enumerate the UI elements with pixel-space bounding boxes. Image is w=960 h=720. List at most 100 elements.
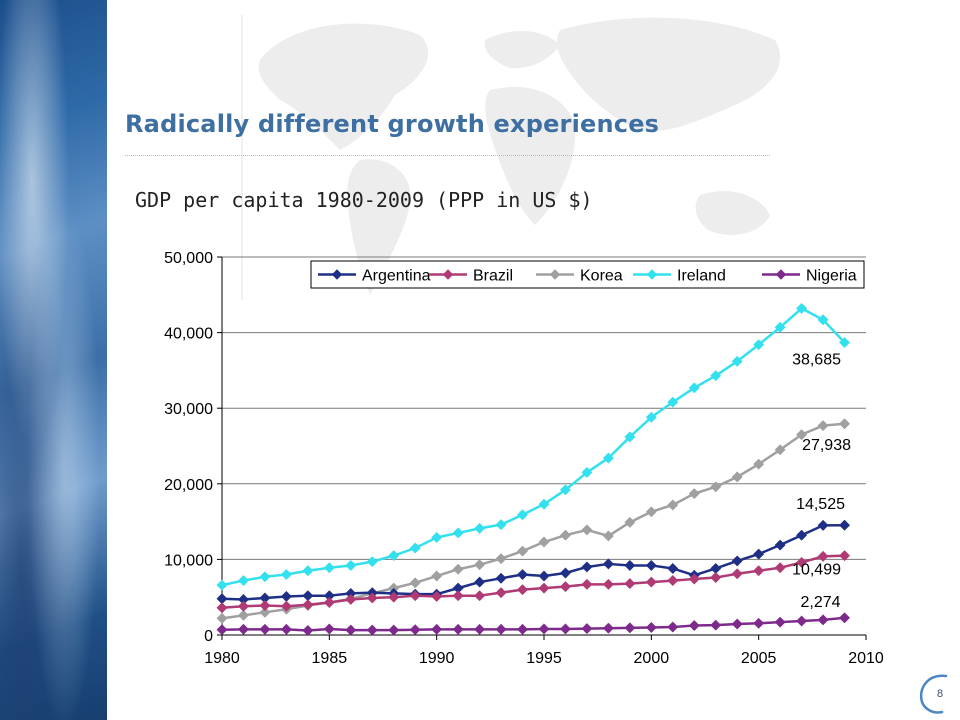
data-point [774,444,786,456]
page-number: 8 [936,688,944,700]
end-value-label: 2,274 [801,594,841,611]
data-point [323,596,335,609]
series-line [221,307,846,587]
data-point [581,623,593,635]
series-line [221,616,845,632]
data-point [602,452,614,464]
data-point [838,550,851,562]
data-point [774,539,786,551]
page-swoosh-icon [919,674,948,714]
data-point [452,527,464,539]
data-point [474,623,486,635]
legend-item-ireland: Ireland [633,268,726,285]
y-tick-label: 10,000 [164,552,213,569]
data-point [645,411,657,423]
data-point [345,559,357,572]
data-point [581,561,593,573]
x-tick-label: 2010 [848,650,884,667]
data-point [796,556,808,568]
data-point [216,602,228,614]
data-point [817,614,829,626]
gridlines [222,256,866,560]
data-point [516,623,529,635]
legend-swatch-marker [442,269,454,280]
data-point [731,355,743,367]
data-point [280,600,292,612]
data-point [302,599,314,611]
data-point [452,623,464,635]
data-point [645,506,657,518]
data-point [431,590,443,602]
data-point [474,576,486,588]
series-nigeria [216,612,851,637]
axes: 0 10,000 20,000 30,000 40,000 50,000 1980 1985 1… [164,250,884,667]
data-point [710,619,722,631]
data-point [474,559,486,571]
end-value-label: 10,499 [792,562,841,579]
data-point [259,571,271,583]
legend: Argentina Brazil Korea Ireland Nigeria [310,260,865,289]
data-point [667,396,679,408]
data-point [559,484,572,496]
data-point [388,550,400,562]
slide-title: Radically different growth experiences [125,110,660,138]
legend-swatch-marker [646,269,658,280]
data-point [516,545,529,557]
data-point [366,624,378,636]
data-point [817,550,829,562]
data-point [388,591,400,603]
series-line [221,554,845,610]
data-point [237,609,250,621]
data-point [796,302,808,314]
data-point [366,592,378,604]
data-point [796,429,808,441]
data-point [624,578,636,590]
end-value-label: 38,685 [792,352,841,369]
data-point [452,563,464,575]
data-point [495,553,507,565]
data-point [559,581,572,593]
data-point [280,590,292,602]
data-point [409,590,421,602]
x-tick-label: 1985 [312,650,348,667]
data-point [731,568,743,580]
legend-item-nigeria: Nigeria [762,268,857,285]
data-point [581,578,593,590]
data-point [345,593,357,606]
data-point [624,431,636,443]
data-point [259,599,271,612]
data-point [216,624,228,636]
data-point [667,575,679,587]
data-point [753,565,765,577]
data-point [731,618,743,630]
data-point [581,524,593,536]
y-tick-label: 30,000 [164,401,213,418]
legend-swatch-marker [549,269,561,280]
data-point [259,623,271,635]
x-tick-label: 1990 [419,650,455,667]
legend-label: Ireland [677,268,726,285]
data-point [516,509,529,521]
end-value-label: 27,938 [802,437,851,454]
data-point [624,559,636,572]
data-point [753,339,765,351]
data-point [602,578,614,590]
data-point [710,481,722,493]
x-tick-label: 1995 [526,650,562,667]
data-point [774,616,786,628]
data-point [237,575,250,587]
data-point [302,624,314,637]
data-point [538,570,550,582]
data-point [838,418,851,430]
data-point [796,615,808,627]
data-point [237,600,250,612]
data-point [581,466,593,479]
series-korea [216,418,851,624]
legend-label: Brazil [473,268,513,285]
data-point [688,573,700,585]
data-point [688,488,700,500]
data-point [474,522,486,534]
data-point [731,471,743,483]
legend-swatch-marker [331,269,343,280]
